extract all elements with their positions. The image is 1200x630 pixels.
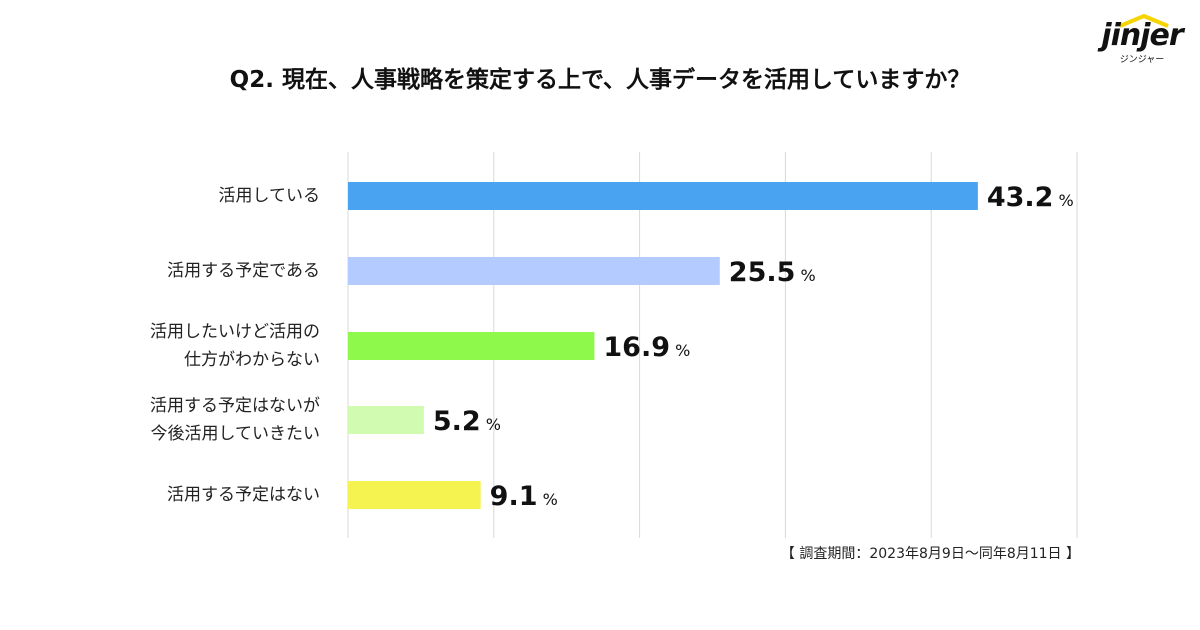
category-label: 活用したいけど活用の仕方がわからない: [100, 318, 320, 374]
bar: [348, 332, 595, 360]
category-label-line: 活用する予定はないが: [150, 396, 320, 416]
bar-value-number: 25.5: [729, 257, 796, 288]
bar-value-unit: %: [795, 266, 815, 285]
bar-value-number: 16.9: [603, 332, 670, 363]
bar-value-label: 16.9 %: [603, 332, 690, 363]
category-label-line: 仕方がわからない: [184, 350, 320, 370]
bar-value-label: 5.2 %: [433, 406, 501, 437]
jinjer-logo: jinjer ジンジャー: [1094, 8, 1190, 66]
logo-kana: ジンジャー: [1119, 55, 1165, 65]
chart-title: Q2. 現在、人事戦略を策定する上で、人事データを活用していますか？: [229, 67, 971, 93]
bar-value-unit: %: [670, 341, 690, 360]
bar-value-label: 43.2 %: [987, 182, 1074, 213]
bar-value-number: 9.1: [490, 481, 538, 512]
category-label-line: 今後活用していきたい: [150, 424, 321, 444]
category-label-line: 活用している: [218, 186, 321, 206]
survey-period: 【 調査期間：2023年8月9日〜同年8月11日 】: [780, 546, 1080, 562]
category-label: 活用する予定はない: [100, 481, 320, 509]
category-label: 活用する予定はないが 今後活用していきたい: [100, 392, 320, 448]
bar: [348, 182, 978, 210]
category-label-line: 活用する予定である: [167, 261, 320, 281]
bar-value-label: 25.5 %: [729, 257, 816, 288]
bar-value-unit: %: [481, 415, 501, 434]
bar: [348, 481, 481, 509]
logo-roof-icon: [1119, 14, 1169, 28]
category-label-line: 活用したいけど活用の: [150, 322, 320, 342]
bar-value-unit: %: [538, 490, 558, 509]
bar: [348, 257, 720, 285]
bar-value-unit: %: [1053, 191, 1073, 210]
bar: [348, 406, 424, 434]
logo-word: jinjer: [1101, 18, 1183, 53]
bar-value-number: 5.2: [433, 406, 481, 437]
category-label: 活用している: [100, 182, 321, 210]
category-label-line: 活用する予定はない: [167, 485, 320, 505]
category-label: 活用する予定である: [100, 257, 320, 285]
bar-value-number: 43.2: [987, 182, 1054, 213]
bar-value-label: 9.1 %: [490, 481, 558, 512]
